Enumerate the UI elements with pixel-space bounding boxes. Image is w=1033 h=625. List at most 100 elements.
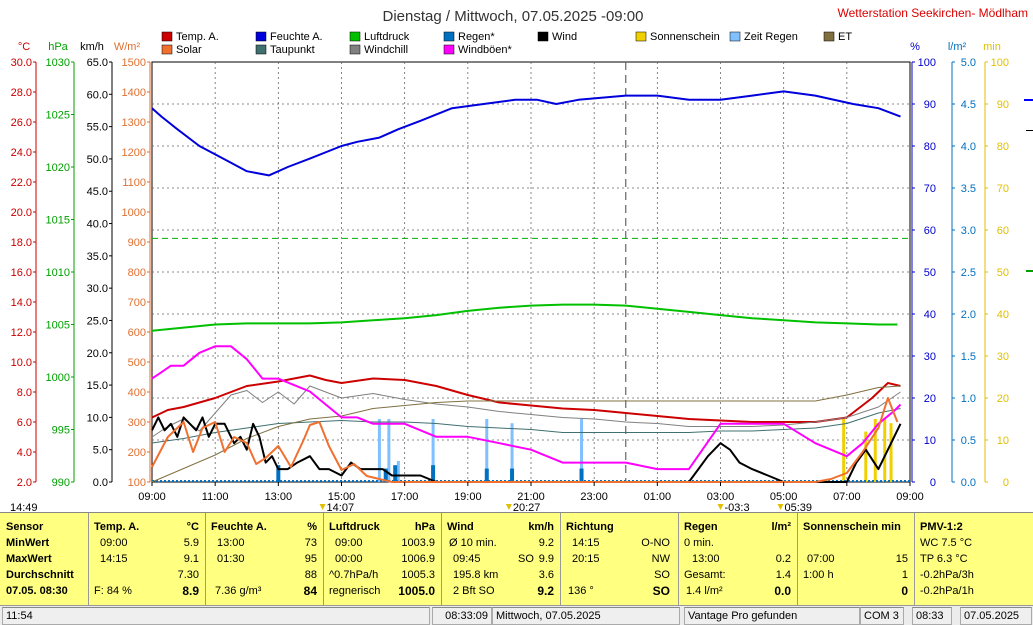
axis-tick-label: 1000 — [46, 372, 70, 384]
axis-unit: l/m² — [948, 41, 967, 53]
status-clock: 08:33:09 — [432, 607, 492, 625]
section-heading: Wind — [447, 521, 474, 533]
legend-swatch — [349, 44, 361, 55]
axis-tick-label: 80 — [997, 141, 1009, 153]
series-line — [151, 416, 902, 483]
richtung-current: SO — [652, 584, 670, 598]
druck-trend: ^0.7hPa/h — [329, 569, 379, 581]
pmv-section: PMV-1:2 WC 7.5 °C TP 6.3 °C -0.2hPa/3h -… — [914, 513, 1020, 606]
marker-arrow — [717, 504, 724, 510]
axis-tick-label: 50 — [997, 267, 1009, 279]
x-axis: 09:00 11:00 13:00 15:00 17:00 19:00 21:00 23:00… — [138, 482, 924, 503]
left-axes: 30.0 28.0 26.0 24.0 22.0 20.0 18.0 16.0 14.0 12.0… — [11, 57, 151, 489]
section-heading: PMV-1:2 — [920, 521, 963, 533]
legend-swatch — [443, 31, 455, 42]
axis-tick-label: 4.0 — [961, 141, 976, 153]
regen-value: 1.4 — [775, 569, 791, 581]
chart-legend: Temp. A. Feuchte A. Luftdruck Regen* Wind Son… — [161, 31, 852, 56]
wind-beaufort: 2 Bft SO — [453, 585, 495, 597]
marker-arrow — [505, 504, 512, 510]
legend-swatch — [255, 44, 267, 55]
x-tick-label: 11:00 — [202, 491, 229, 503]
x-tick-label: 07:00 — [833, 491, 861, 503]
axis-tick-label: 10.0 — [87, 412, 108, 424]
rain-bar — [393, 465, 398, 482]
series-line — [151, 385, 901, 483]
legend-label: Wind — [552, 31, 577, 43]
status-bar: 11:54 08:33:09 Mittwoch, 07.05.2025 Vant… — [0, 605, 1033, 625]
feuchte-current: 84 — [303, 584, 317, 598]
axis-tick-label: 1005 — [46, 320, 70, 332]
row-labels-section: Sensor MinWert MaxWert Durchschnitt 07.0… — [0, 513, 89, 606]
legend-swatch — [823, 31, 835, 42]
axis-tick-label: 1015 — [46, 215, 70, 227]
plot-grid — [152, 62, 910, 482]
sunshine-bar — [889, 423, 893, 482]
axis-tick-label: 1030 — [46, 57, 70, 69]
legend-label: Zeit Regen — [744, 31, 798, 43]
feuchte-value: 73 — [304, 537, 317, 549]
x-tick-label: 13:00 — [265, 491, 293, 503]
axis-tick-label: 1.0 — [961, 393, 976, 405]
marker-label: 20:27 — [513, 502, 541, 512]
x-tick-label: 17:00 — [391, 491, 419, 503]
druck-section: Luftdruck hPa 09:00 1003.9 00:00 1006.9 ^0.… — [323, 513, 442, 606]
regen-duration: 0 min. — [684, 537, 714, 549]
axis-tick-label: 70 — [924, 183, 936, 195]
marker-arrow — [777, 504, 784, 510]
series-line — [151, 303, 898, 332]
status-last-update: 08:33 — [912, 607, 952, 625]
axis-tick-label: 30 — [997, 351, 1009, 363]
sonne-value: 15 — [895, 553, 908, 565]
legend-label: Luftdruck — [364, 31, 410, 43]
regen-sum: 1.4 l/m² — [686, 585, 723, 597]
axis-tick-label: 24.0 — [11, 147, 32, 159]
axis-tick-label: 14.0 — [11, 297, 32, 309]
axis-tick-label: 50.0 — [87, 154, 108, 166]
marker-label: 14:49 — [10, 502, 38, 512]
side-indicator — [1026, 130, 1033, 131]
series-line — [151, 408, 901, 444]
x-tick-label: 03:00 — [707, 491, 735, 503]
axis-tick-label: 800 — [128, 267, 146, 279]
rain-time-bar — [431, 419, 435, 482]
druck-current: 1005.0 — [398, 584, 435, 598]
weather-chart: Dienstag / Mittwoch, 07.05.2025 -09:00 W… — [10, 6, 1029, 512]
axis-tick-label: 20.0 — [11, 207, 32, 219]
row-label: 07.05. 08:30 — [6, 585, 68, 597]
section-unit: °C — [186, 521, 199, 533]
axis-tick-label: 60 — [924, 225, 936, 237]
axis-tick-label: 200 — [128, 447, 146, 459]
status-date: Mittwoch, 07.05.2025 — [492, 607, 680, 625]
sonne-section: Sonnenschein min 07:00 15 1:00 h 1 0 — [797, 513, 915, 606]
axis-tick-label: 90 — [997, 99, 1009, 111]
druck-forecast: regnerisch — [329, 585, 381, 597]
feuchte-value: 95 — [304, 553, 317, 565]
pmv-windchill: WC 7.5 °C — [920, 537, 973, 549]
series-line — [151, 345, 902, 471]
rain-time-bar — [396, 461, 400, 482]
axis-tick-label: 60 — [997, 225, 1009, 237]
legend-label: Windchill — [364, 44, 408, 56]
x-tick-label: 01:00 — [644, 491, 672, 503]
wind-value: 9.2 — [538, 537, 554, 549]
marker-label: 14:07 — [327, 502, 355, 512]
axis-tick-label: 995 — [52, 425, 70, 437]
legend-label: Regen* — [458, 31, 495, 43]
rain-time-bar — [485, 419, 489, 482]
axis-tick-label: 26.0 — [11, 117, 32, 129]
summary-panel: Sensor MinWert MaxWert Durchschnitt 07.0… — [0, 512, 1033, 606]
side-indicator — [1024, 99, 1033, 101]
temp-time: 09:00 — [100, 537, 128, 549]
rain-time-bar — [580, 419, 584, 482]
chart-title: Dienstag / Mittwoch, 07.05.2025 -09:00 — [383, 8, 644, 25]
pmv-trend-1h: -0.2hPa/1h — [920, 585, 974, 597]
wind-value: 3.6 — [538, 569, 554, 581]
pmv-dewpoint: TP 6.3 °C — [920, 553, 968, 565]
axis-tick-label: 1010 — [46, 267, 70, 279]
axis-tick-label: 500 — [128, 357, 146, 369]
axis-unit: % — [910, 41, 920, 53]
wind-distance: 195.8 km — [453, 569, 499, 581]
druck-time: 00:00 — [335, 553, 363, 565]
feuchte-time: 13:00 — [217, 537, 245, 549]
